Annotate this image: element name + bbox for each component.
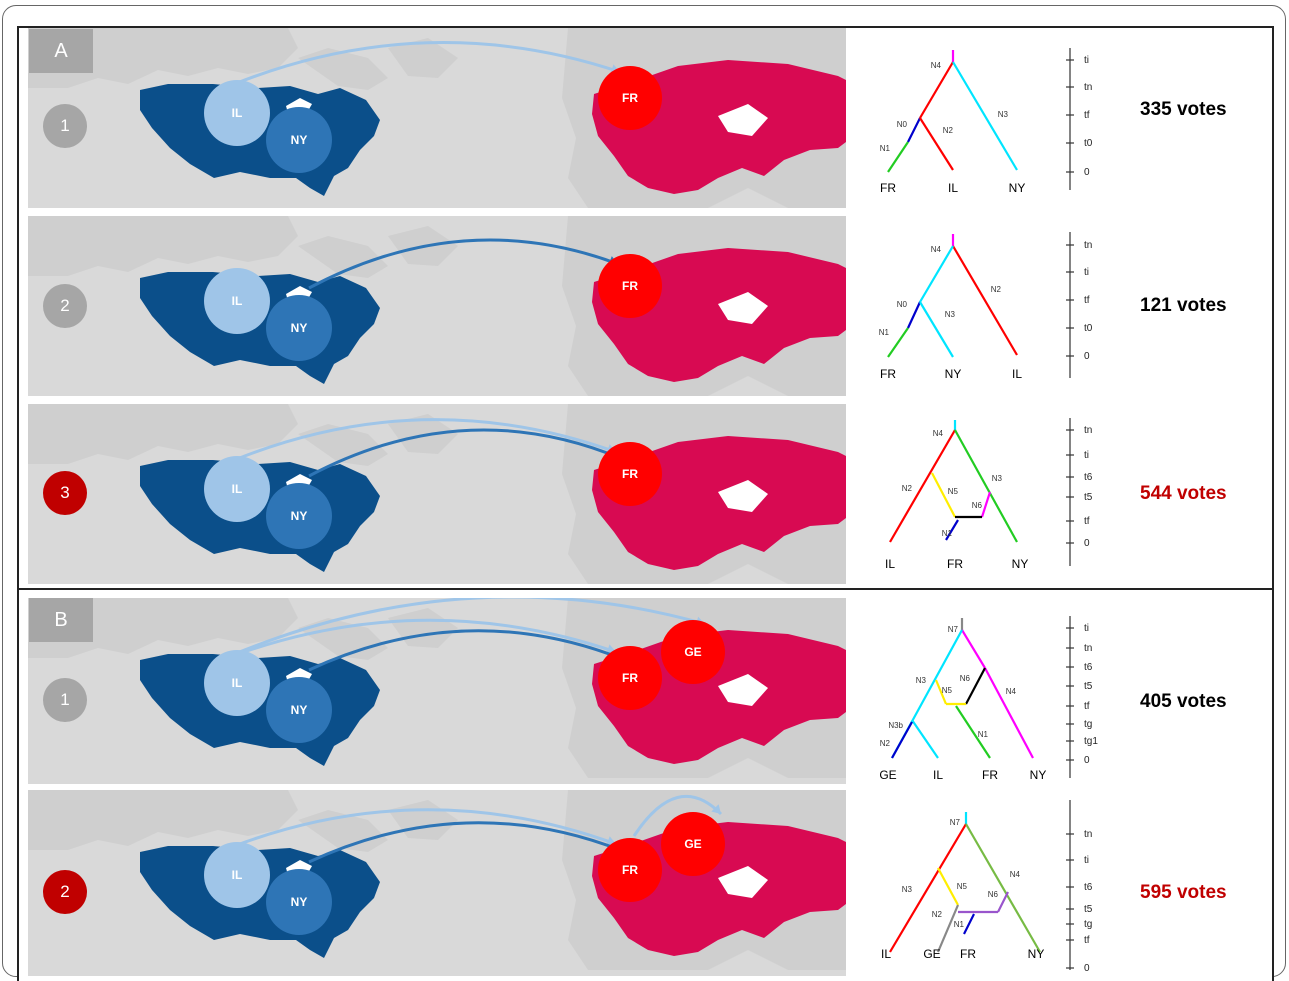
fr-circle	[598, 646, 662, 710]
ny-circle	[266, 483, 332, 549]
land-mass	[388, 38, 458, 78]
map-row-a3: IL NY FR	[28, 404, 846, 584]
usa-region	[140, 846, 380, 958]
land-mass	[298, 236, 388, 278]
row-badge-a3: 3	[43, 471, 87, 515]
panel-a-label: A	[29, 29, 93, 73]
arrow-fr-ge	[632, 794, 723, 837]
votes-b1: 405 votes	[1140, 691, 1227, 712]
land-mass	[388, 608, 458, 648]
europe-sea	[718, 104, 768, 136]
panel-b-label: B	[29, 598, 93, 642]
votes-b2: 595 votes	[1140, 882, 1227, 903]
europe-sea	[718, 866, 768, 898]
il-label: IL	[232, 106, 243, 120]
arrow-il-fr	[236, 418, 617, 461]
il-label: IL	[232, 676, 243, 690]
il-label: IL	[232, 868, 243, 882]
arrow-fr-ge-head	[711, 804, 721, 814]
usa-region	[140, 272, 380, 384]
fr-label: FR	[622, 91, 638, 105]
arrow-ny-fr	[308, 238, 619, 290]
usa-region	[140, 460, 380, 572]
il-circle	[204, 456, 270, 522]
fr-label: FR	[622, 467, 638, 481]
europe-sea	[718, 292, 768, 324]
ge-label: GE	[684, 837, 701, 851]
ny-label: NY	[291, 509, 308, 523]
ny-circle	[266, 677, 332, 743]
fr-circle	[598, 838, 662, 902]
fr-label: FR	[622, 671, 638, 685]
row-badge-a2: 2	[43, 284, 87, 328]
europe-sea	[718, 674, 768, 706]
ny-label: NY	[291, 321, 308, 335]
il-circle	[204, 842, 270, 908]
votes-a2: 121 votes	[1140, 295, 1227, 316]
fr-label: FR	[622, 279, 638, 293]
row-badge-a1: 1	[43, 104, 87, 148]
ny-label: NY	[291, 703, 308, 717]
land-mass	[298, 424, 388, 466]
il-label: IL	[232, 294, 243, 308]
votes-a1: 335 votes	[1140, 99, 1227, 120]
usa-region	[140, 84, 380, 196]
arrow-il-fr	[236, 808, 617, 847]
ny-label: NY	[291, 133, 308, 147]
map-row-b2: IL NY GE FR	[28, 790, 846, 976]
land-mass	[28, 28, 298, 88]
row-badge-b1: 1	[43, 678, 87, 722]
europe-sea	[718, 480, 768, 512]
usa-region	[140, 654, 380, 766]
arrow-ny-fr	[308, 428, 621, 478]
fr-circle	[598, 442, 662, 506]
land-mass	[28, 404, 298, 464]
land-mass	[28, 216, 298, 276]
map-row-b1: IL NY GE FR	[28, 598, 846, 784]
row-badge-b2: 2	[43, 870, 87, 914]
il-circle	[204, 650, 270, 716]
ge-circle	[661, 620, 725, 684]
ny-circle	[266, 869, 332, 935]
ge-label: GE	[684, 645, 701, 659]
il-circle	[204, 268, 270, 334]
arrow-il-fr	[236, 41, 621, 85]
arrow-il-ge	[236, 598, 706, 655]
fr-circle	[598, 254, 662, 318]
land-mass	[298, 48, 388, 90]
arrow-il-fr	[240, 618, 617, 655]
map-row-a2: IL NY FR	[28, 216, 846, 396]
arrow-ny-fr	[308, 629, 621, 672]
land-mass	[28, 598, 298, 658]
il-label: IL	[232, 482, 243, 496]
votes-a3: 544 votes	[1140, 483, 1227, 504]
arrow-ny-fr	[308, 821, 621, 864]
ge-circle	[661, 812, 725, 876]
ny-circle	[266, 295, 332, 361]
fr-circle	[598, 66, 662, 130]
fr-label: FR	[622, 863, 638, 877]
il-circle	[204, 80, 270, 146]
map-row-a1: IL NY FR	[28, 28, 846, 208]
ny-circle	[266, 107, 332, 173]
ny-label: NY	[291, 895, 308, 909]
land-mass	[28, 790, 298, 850]
land-mass	[388, 800, 458, 840]
